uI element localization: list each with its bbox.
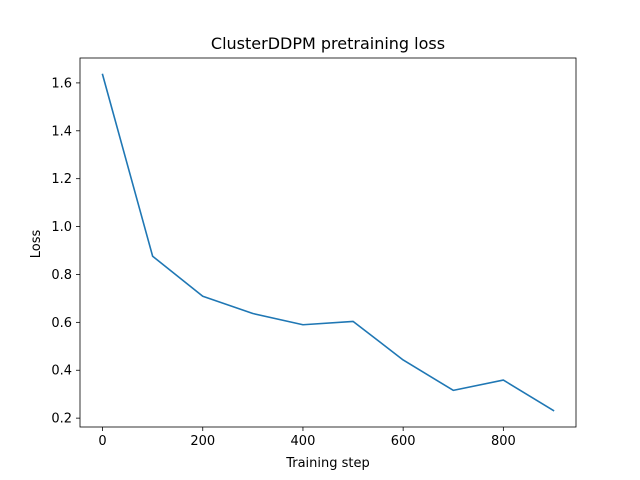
x-tick-label: 0 [98, 434, 106, 449]
x-axis-label: Training step [285, 456, 370, 471]
y-tick-label: 0.8 [51, 268, 72, 283]
y-tick-label: 1.2 [51, 172, 72, 187]
series-line [101, 73, 555, 412]
y-tick-label: 0.4 [51, 364, 72, 379]
y-tick-label: 0.6 [51, 316, 72, 331]
y-axis-label: Loss [29, 230, 44, 259]
y-tick-label: 1.0 [51, 220, 72, 235]
x-tick-label: 400 [291, 434, 316, 449]
y-tick-label: 1.6 [51, 76, 72, 91]
y-tick-label: 1.4 [51, 124, 72, 139]
plot-frame [79, 57, 577, 428]
plot-area: 0 200 400 600 800 0.2 0.4 0.6 0.8 1.0 1.2 1.4 1.6 [51, 57, 577, 449]
y-tick-label: 0.2 [51, 412, 72, 427]
x-tick-label: 200 [190, 434, 215, 449]
x-tick-label: 800 [491, 434, 516, 449]
chart-title: ClusterDDPM pretraining loss [211, 34, 445, 53]
x-tick-label: 600 [391, 434, 416, 449]
